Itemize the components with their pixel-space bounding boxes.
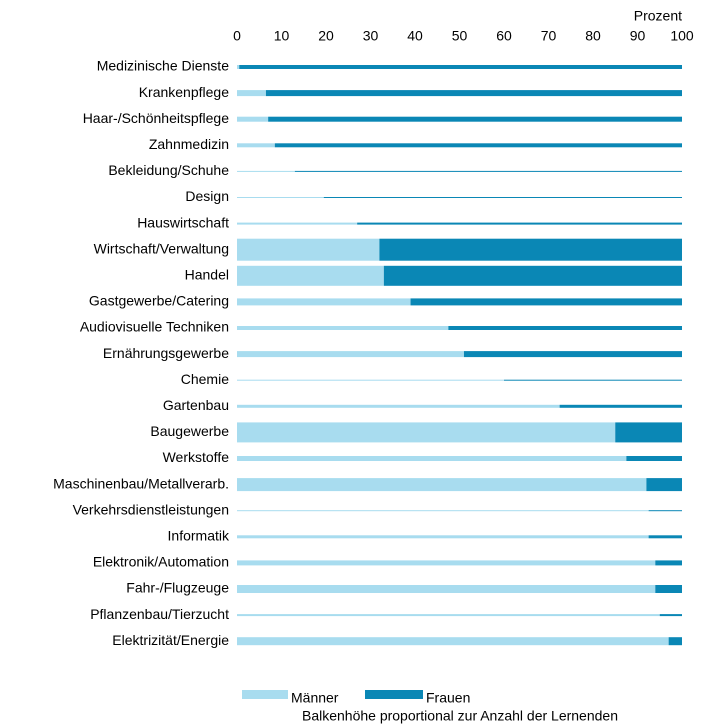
bar-segment [237, 614, 660, 617]
bar-segment [659, 614, 682, 617]
x-tick-label: 80 [585, 28, 601, 44]
bar-segment [504, 379, 682, 381]
bar-segment [268, 116, 682, 122]
bar-segment [648, 510, 682, 512]
bar-segment [448, 326, 682, 330]
x-tick-label: 60 [496, 28, 512, 44]
category-label: Audiovisuelle Techniken [80, 319, 229, 335]
bar-segment [239, 65, 682, 69]
bar-segment [357, 222, 682, 225]
bar-segment [237, 238, 380, 261]
category-label: Verkehrsdienstleistungen [73, 501, 229, 517]
bar-segment [237, 478, 647, 492]
bar-segment [237, 298, 411, 306]
x-tick-label: 10 [274, 28, 290, 44]
legend-label: Frauen [426, 690, 470, 706]
x-tick-label: 40 [407, 28, 423, 44]
bar-segment [274, 143, 682, 148]
bar-segment [615, 422, 682, 443]
bar-segment [237, 560, 656, 566]
x-tick-label: 20 [318, 28, 334, 44]
bar-segment [237, 456, 627, 461]
bar-segment [237, 585, 656, 593]
category-label: Informatik [168, 528, 230, 544]
category-label: Elektronik/Automation [93, 554, 229, 570]
bar-segment [237, 197, 324, 198]
category-label: Bekleidung/Schuhe [108, 162, 229, 178]
category-label: Elektrizität/Energie [112, 632, 229, 648]
category-label: Ernährungsgewerbe [103, 345, 229, 361]
bar-segment [237, 326, 449, 330]
category-label: Chemie [181, 371, 229, 387]
bar-segment [294, 170, 682, 172]
x-tick-label: 90 [630, 28, 646, 44]
axis-label: Prozent [634, 8, 682, 24]
category-label: Medizinische Dienste [97, 58, 229, 74]
bar-segment [626, 456, 682, 461]
bar-segment [237, 143, 275, 148]
bar-segment [379, 238, 682, 261]
category-label: Baugewerbe [150, 423, 229, 439]
bar-segment [237, 404, 560, 408]
category-label: Krankenpflege [139, 84, 230, 100]
bar-segment [237, 379, 504, 381]
note: Balkenhöhe proportional zur Anzahl der L… [302, 708, 618, 724]
bar-segment [323, 197, 682, 198]
category-label: Design [185, 188, 229, 204]
bar-segment [237, 170, 295, 172]
bar-segment [237, 510, 649, 512]
bar-segment [646, 478, 682, 492]
bar-segment [237, 535, 649, 539]
category-label: Zahnmedizin [149, 136, 229, 152]
category-label: Maschinenbau/Metallverarb. [53, 475, 229, 491]
legend-swatch [242, 690, 288, 699]
bar-segment [237, 65, 240, 69]
bar-segment [410, 298, 682, 306]
category-label: Haar-/Schönheitspflege [83, 110, 230, 126]
x-tick-label: 100 [670, 28, 694, 44]
bar-segment [237, 637, 669, 646]
category-label: Pflanzenbau/Tierzucht [90, 606, 229, 622]
category-label: Gartenbau [163, 397, 229, 413]
bar-segment [237, 351, 464, 358]
x-tick-label: 0 [233, 28, 241, 44]
category-label: Fahr-/Flugzeuge [126, 580, 229, 596]
x-tick-label: 50 [452, 28, 468, 44]
bar-segment [648, 535, 682, 539]
bar-segment [237, 116, 269, 122]
category-label: Werkstoffe [163, 449, 230, 465]
category-label: Gastgewerbe/Catering [89, 293, 229, 309]
bar-segment [237, 422, 616, 443]
bar-segment [383, 265, 682, 286]
bar-segment [463, 351, 682, 358]
category-label: Handel [185, 267, 229, 283]
bar-segment [237, 265, 384, 286]
bar-segment [655, 585, 682, 593]
bar-segment [265, 90, 682, 97]
category-label: Hauswirtschaft [137, 214, 229, 230]
legend-swatch [365, 690, 423, 699]
bar-segment [237, 222, 358, 225]
legend-label: Männer [291, 690, 339, 706]
x-tick-label: 30 [363, 28, 379, 44]
bar-segment [237, 90, 266, 97]
x-tick-label: 70 [541, 28, 557, 44]
bar-segment [668, 637, 682, 646]
bar-segment [559, 404, 682, 408]
bar-segment [655, 560, 682, 566]
category-label: Wirtschaft/Verwaltung [94, 240, 229, 256]
